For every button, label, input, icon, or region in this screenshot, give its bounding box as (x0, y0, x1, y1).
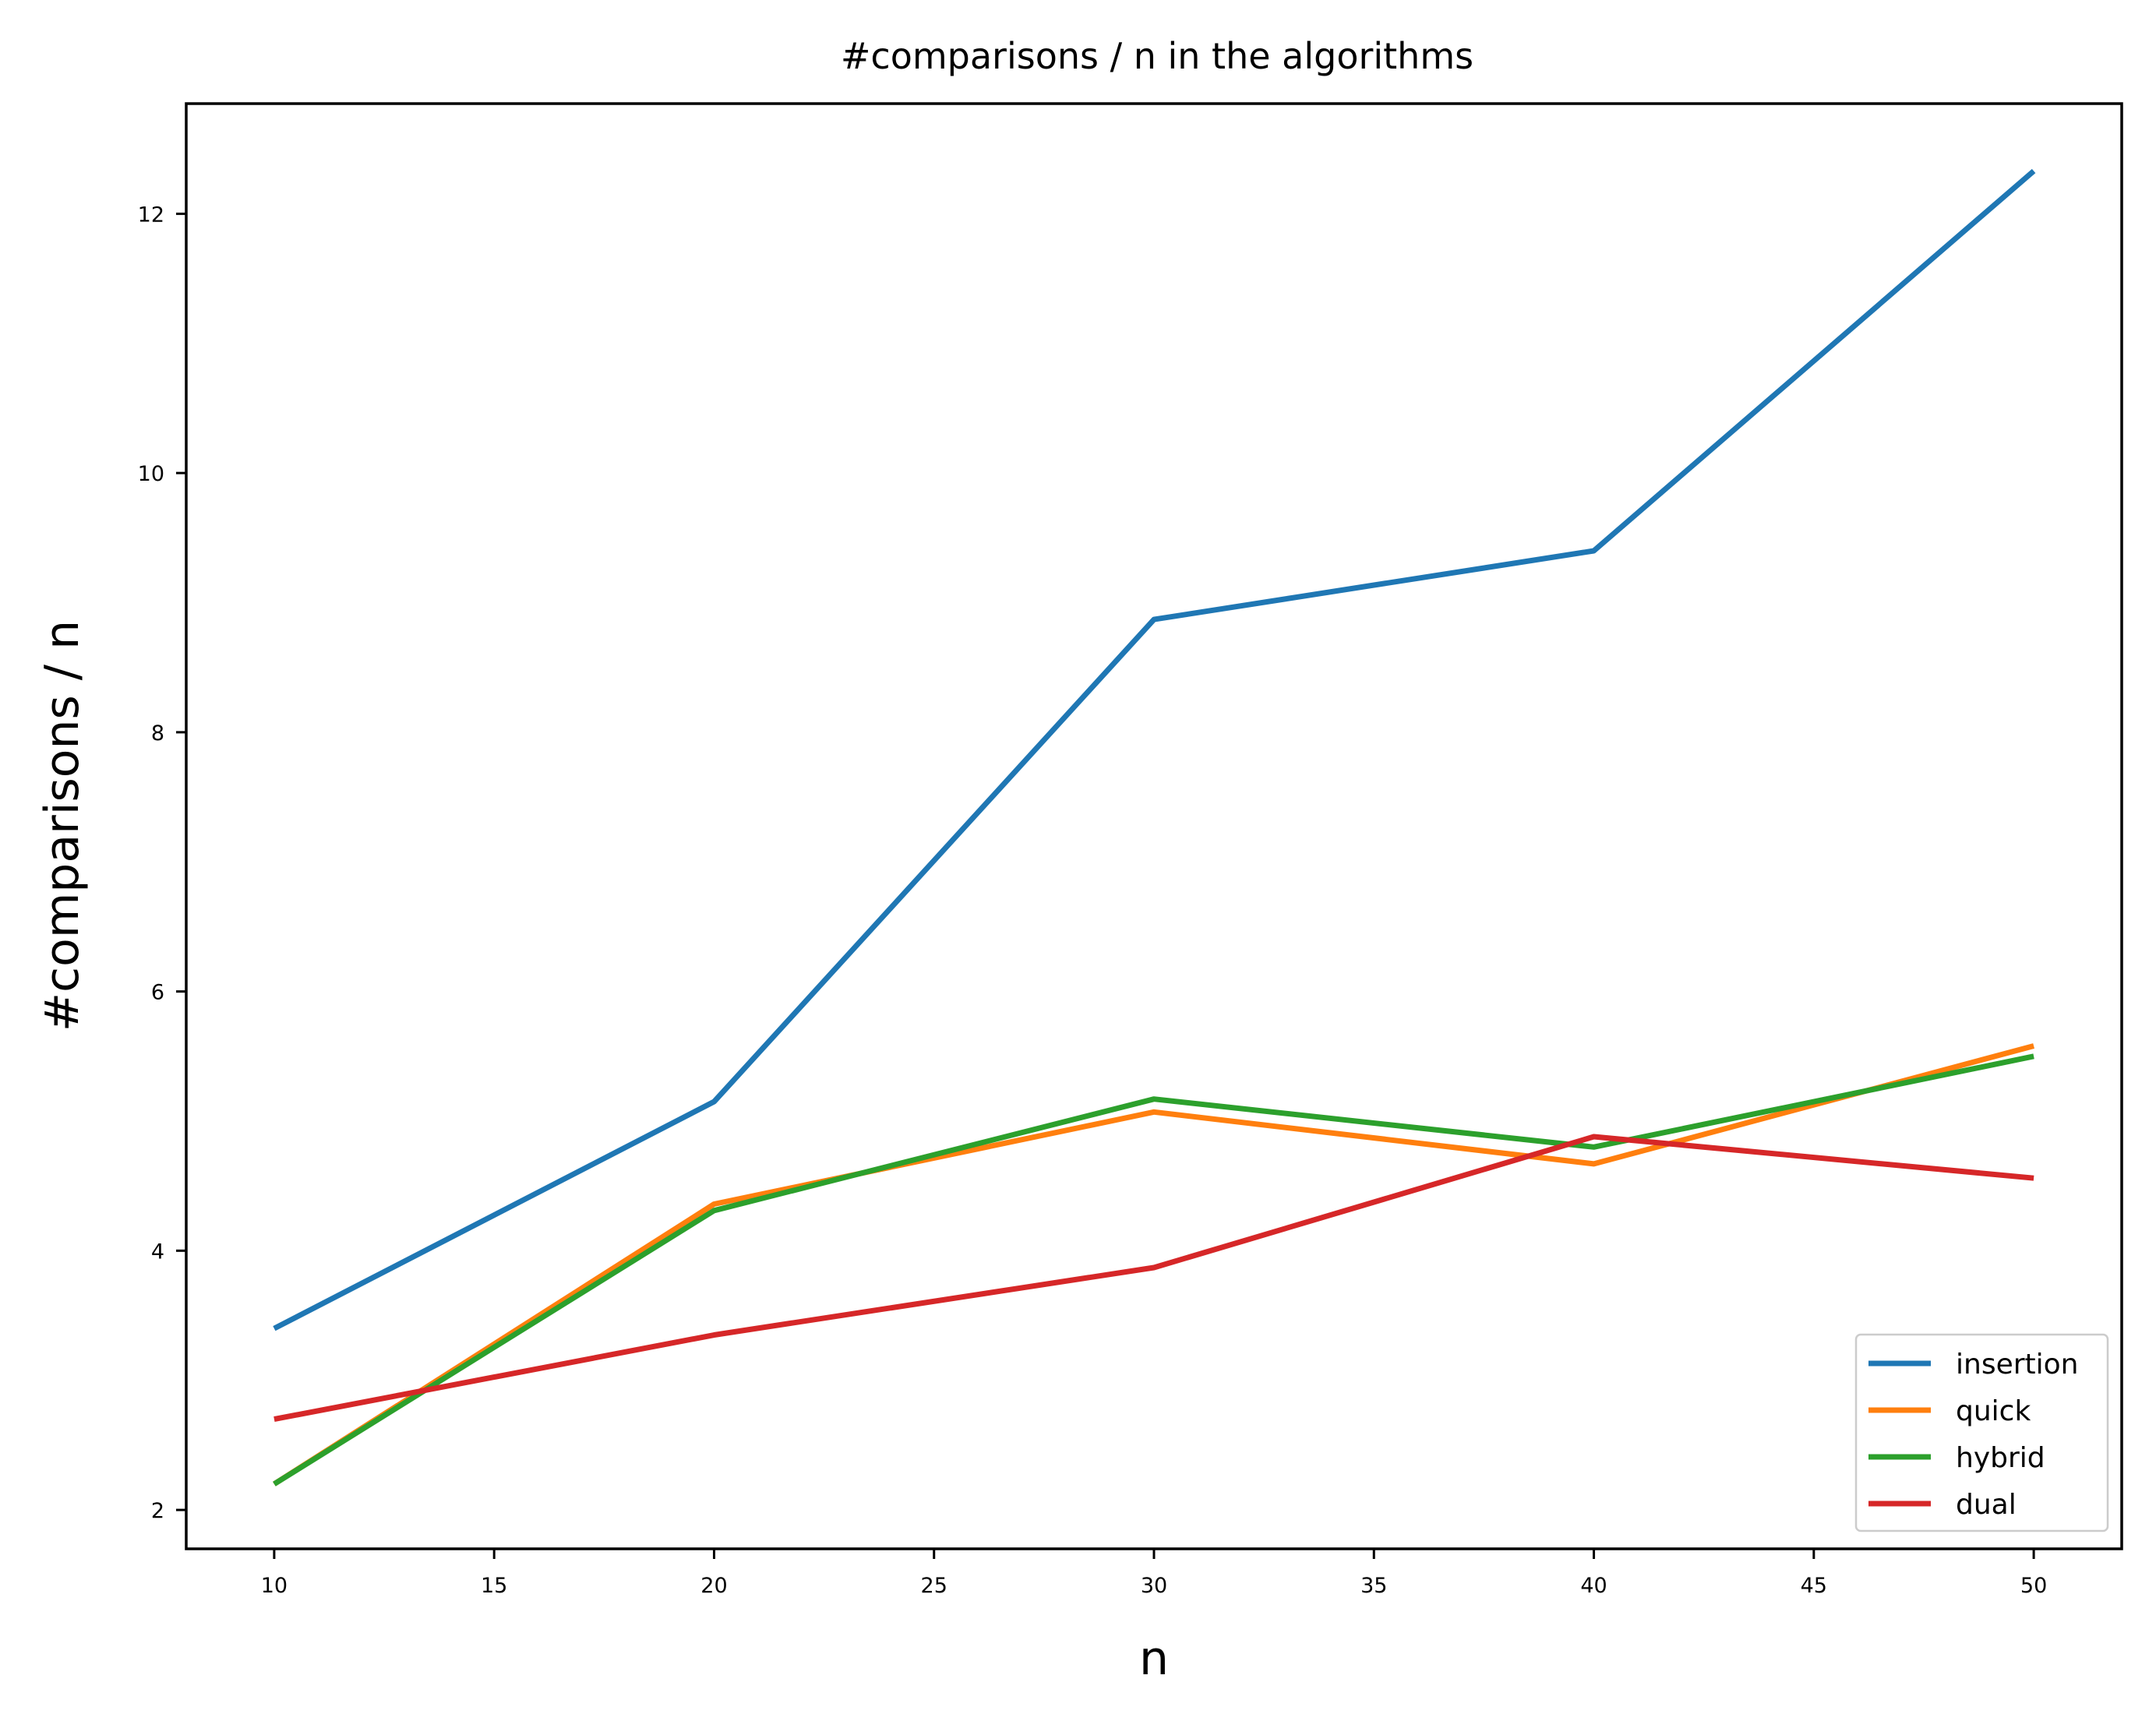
legend-label-quick: quick (1956, 1395, 2031, 1427)
x-tick-label: 40 (1580, 1574, 1607, 1598)
x-tick-label: 50 (2020, 1574, 2047, 1598)
legend-label-hybrid: hybrid (1956, 1442, 2045, 1474)
series-line-insertion (273, 168, 2036, 1331)
y-tick-label: 10 (138, 462, 164, 486)
y-axis-label: #comparisons / n (35, 620, 90, 1032)
series-line-hybrid (273, 1053, 2034, 1486)
x-tick-label: 30 (1141, 1574, 1167, 1598)
legend-label-dual: dual (1956, 1489, 2017, 1521)
x-tick-label: 20 (700, 1574, 727, 1598)
plot-lines (273, 168, 2036, 1486)
y-tick-label: 2 (151, 1499, 164, 1523)
axis-ticks: 10 15 20 25 30 35 40 45 50 2 4 6 8 10 12 (138, 203, 2048, 1598)
x-tick-label: 15 (481, 1574, 507, 1598)
plot-frame (185, 102, 2123, 1550)
y-tick-label: 8 (151, 721, 164, 746)
x-tick-label: 25 (921, 1574, 947, 1598)
x-tick-label: 35 (1360, 1574, 1387, 1598)
legend-label-insertion: insertion (1956, 1349, 2078, 1381)
series-line-dual (273, 1134, 2034, 1423)
legend: insertion quick hybrid dual (1854, 1333, 2109, 1532)
y-tick-label: 6 (151, 981, 164, 1005)
legend-box (1854, 1333, 2109, 1532)
chart-title: #comparisons / n in the algorithms (841, 35, 1473, 77)
series-line-quick (273, 1043, 2035, 1486)
y-tick-label: 4 (151, 1240, 164, 1264)
x-tick-label: 45 (1801, 1574, 1827, 1598)
y-tick-label: 12 (138, 203, 164, 227)
x-tick-label: 10 (261, 1574, 288, 1598)
x-axis-label: n (1139, 1631, 1169, 1686)
